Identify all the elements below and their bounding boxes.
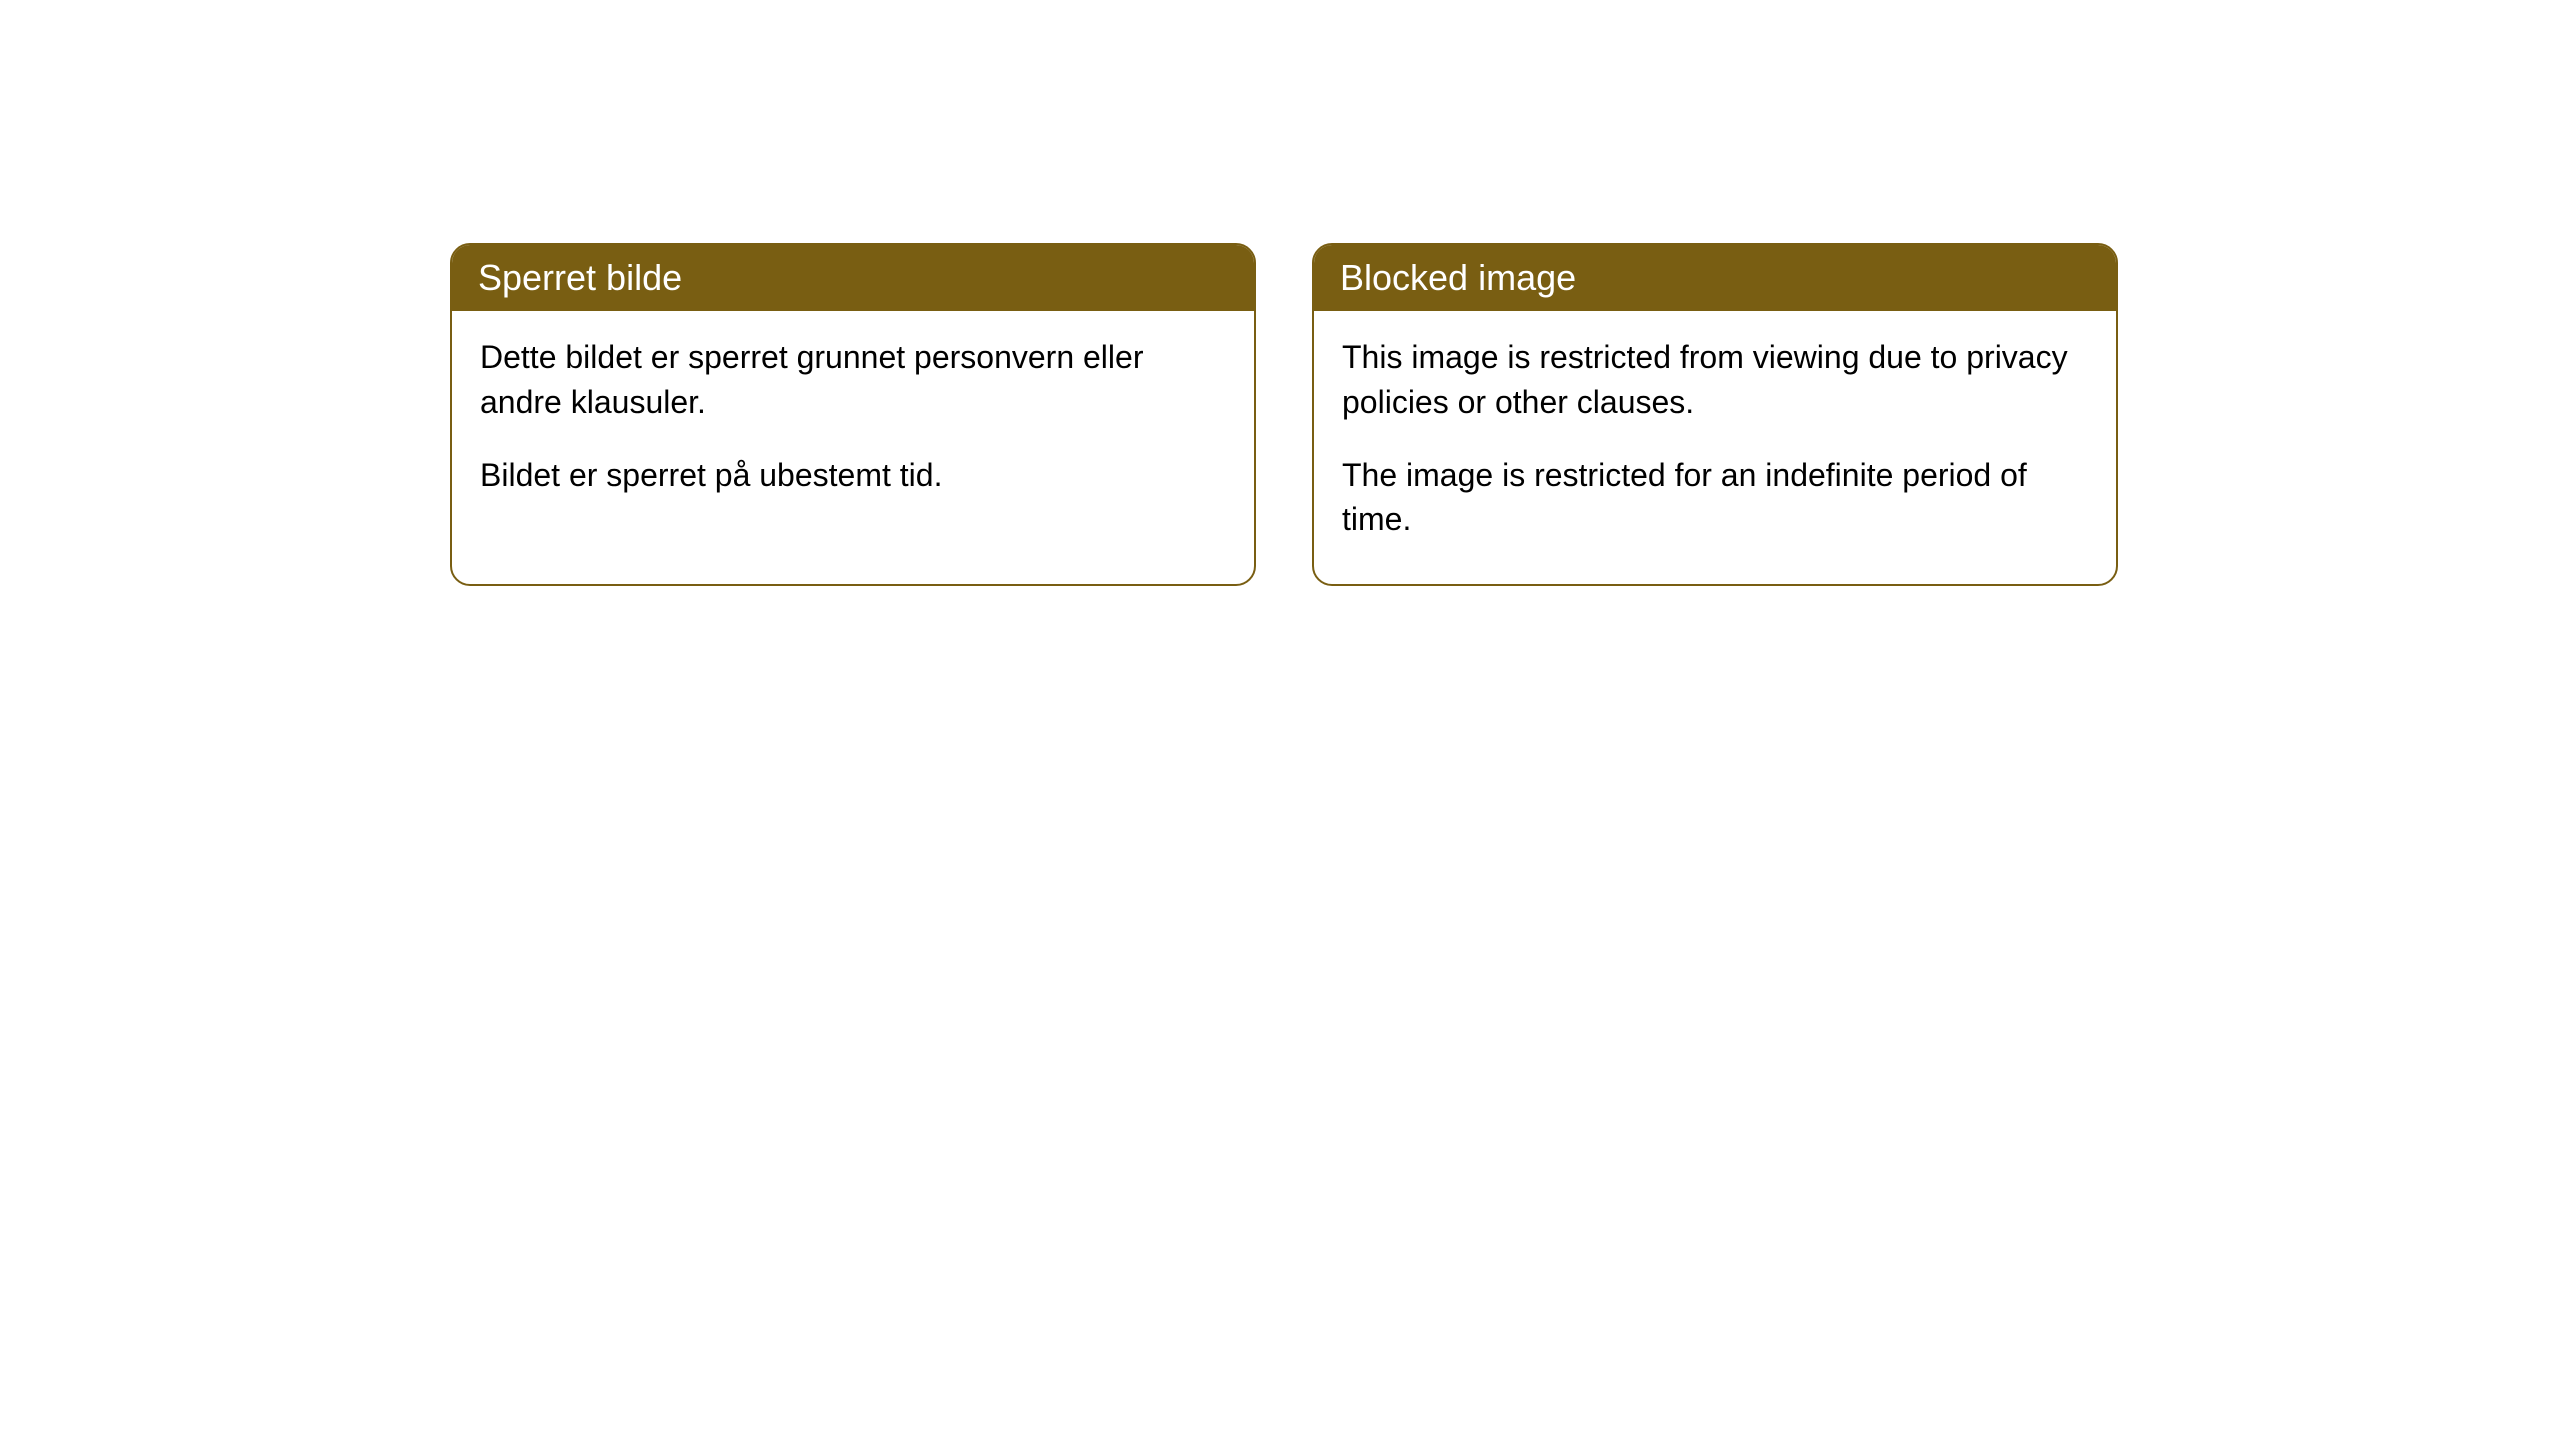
card-paragraph-2: The image is restricted for an indefinit… <box>1342 453 2088 543</box>
card-header: Sperret bilde <box>452 245 1254 311</box>
card-body: This image is restricted from viewing du… <box>1314 311 2116 584</box>
notice-card-english: Blocked image This image is restricted f… <box>1312 243 2118 586</box>
card-title: Blocked image <box>1340 257 1576 298</box>
card-paragraph-2: Bildet er sperret på ubestemt tid. <box>480 453 1226 498</box>
card-header: Blocked image <box>1314 245 2116 311</box>
card-title: Sperret bilde <box>478 257 682 298</box>
card-body: Dette bildet er sperret grunnet personve… <box>452 311 1254 539</box>
notice-card-norwegian: Sperret bilde Dette bildet er sperret gr… <box>450 243 1256 586</box>
card-paragraph-1: This image is restricted from viewing du… <box>1342 335 2088 425</box>
card-paragraph-1: Dette bildet er sperret grunnet personve… <box>480 335 1226 425</box>
notice-cards-container: Sperret bilde Dette bildet er sperret gr… <box>450 243 2118 586</box>
